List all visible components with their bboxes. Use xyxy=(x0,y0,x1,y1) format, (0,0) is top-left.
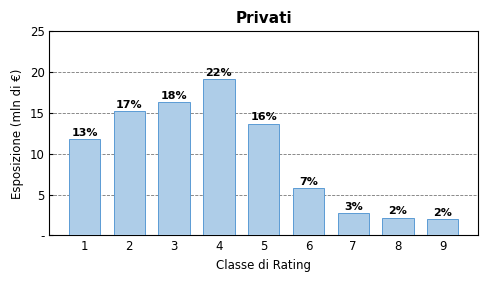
Text: 3%: 3% xyxy=(343,202,362,212)
Bar xyxy=(158,102,189,235)
Title: Privati: Privati xyxy=(235,11,291,26)
Bar xyxy=(426,219,457,235)
Y-axis label: Esposizione (mln di €): Esposizione (mln di €) xyxy=(11,68,24,199)
Bar xyxy=(69,139,100,235)
Text: 18%: 18% xyxy=(161,91,187,101)
Text: 2%: 2% xyxy=(388,206,407,216)
Text: 17%: 17% xyxy=(116,100,142,110)
Bar xyxy=(337,213,368,235)
Text: 7%: 7% xyxy=(298,177,317,187)
Text: 13%: 13% xyxy=(71,128,98,138)
Bar xyxy=(292,188,324,235)
Bar xyxy=(203,79,234,235)
X-axis label: Classe di Rating: Classe di Rating xyxy=(216,259,310,272)
Text: 2%: 2% xyxy=(432,208,451,218)
Text: 22%: 22% xyxy=(205,68,232,78)
Bar xyxy=(382,218,413,235)
Text: 16%: 16% xyxy=(250,112,277,123)
Bar xyxy=(247,124,279,235)
Bar xyxy=(113,112,145,235)
